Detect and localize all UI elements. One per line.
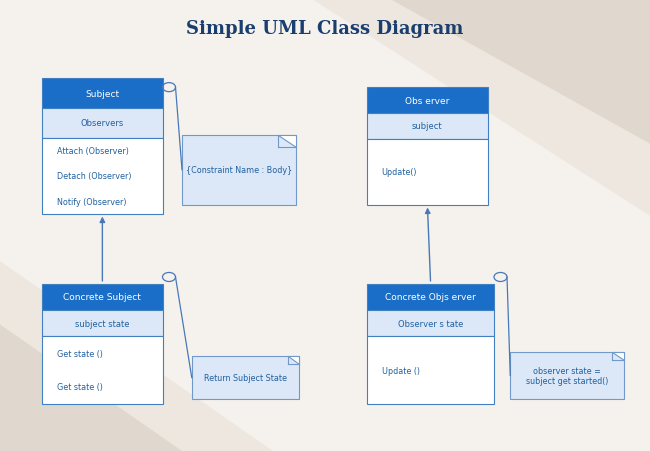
Text: Attach (Observer): Attach (Observer) (57, 147, 129, 156)
Text: Get state (): Get state () (57, 382, 103, 391)
Polygon shape (0, 325, 182, 451)
FancyBboxPatch shape (192, 356, 299, 399)
FancyBboxPatch shape (42, 284, 162, 310)
FancyBboxPatch shape (42, 310, 162, 337)
FancyBboxPatch shape (42, 79, 162, 109)
Text: Subject: Subject (85, 89, 120, 98)
FancyBboxPatch shape (510, 352, 624, 399)
Text: subject state: subject state (75, 319, 129, 328)
FancyBboxPatch shape (42, 337, 162, 404)
Text: Return Subject State: Return Subject State (204, 373, 287, 382)
Polygon shape (0, 262, 273, 451)
FancyBboxPatch shape (182, 135, 296, 205)
Text: observer state =
subject get started(): observer state = subject get started() (526, 366, 608, 385)
FancyBboxPatch shape (367, 284, 494, 310)
Text: Observer s tate: Observer s tate (398, 319, 463, 328)
FancyBboxPatch shape (367, 337, 494, 404)
Text: subject: subject (412, 122, 443, 131)
Text: {Constraint Name : Body}: {Constraint Name : Body} (186, 166, 292, 175)
Text: Get state (): Get state () (57, 349, 103, 358)
Polygon shape (278, 135, 296, 148)
FancyBboxPatch shape (367, 310, 494, 337)
FancyBboxPatch shape (42, 138, 162, 214)
Text: Notify (Observer): Notify (Observer) (57, 197, 126, 206)
Polygon shape (312, 0, 650, 216)
Polygon shape (390, 0, 650, 144)
Text: Simple UML Class Diagram: Simple UML Class Diagram (187, 20, 463, 38)
Polygon shape (612, 352, 624, 360)
Text: Obs erver: Obs erver (405, 97, 450, 106)
Text: Concrete Subject: Concrete Subject (64, 293, 141, 302)
Polygon shape (288, 356, 299, 364)
FancyBboxPatch shape (42, 109, 162, 138)
FancyBboxPatch shape (367, 139, 488, 205)
Text: Update(): Update() (382, 168, 417, 177)
FancyBboxPatch shape (367, 114, 488, 139)
Text: Detach (Observer): Detach (Observer) (57, 172, 131, 181)
Text: Concrete Objs erver: Concrete Objs erver (385, 293, 476, 302)
Text: Observers: Observers (81, 119, 124, 128)
Text: Update (): Update () (382, 366, 421, 375)
FancyBboxPatch shape (367, 88, 488, 114)
